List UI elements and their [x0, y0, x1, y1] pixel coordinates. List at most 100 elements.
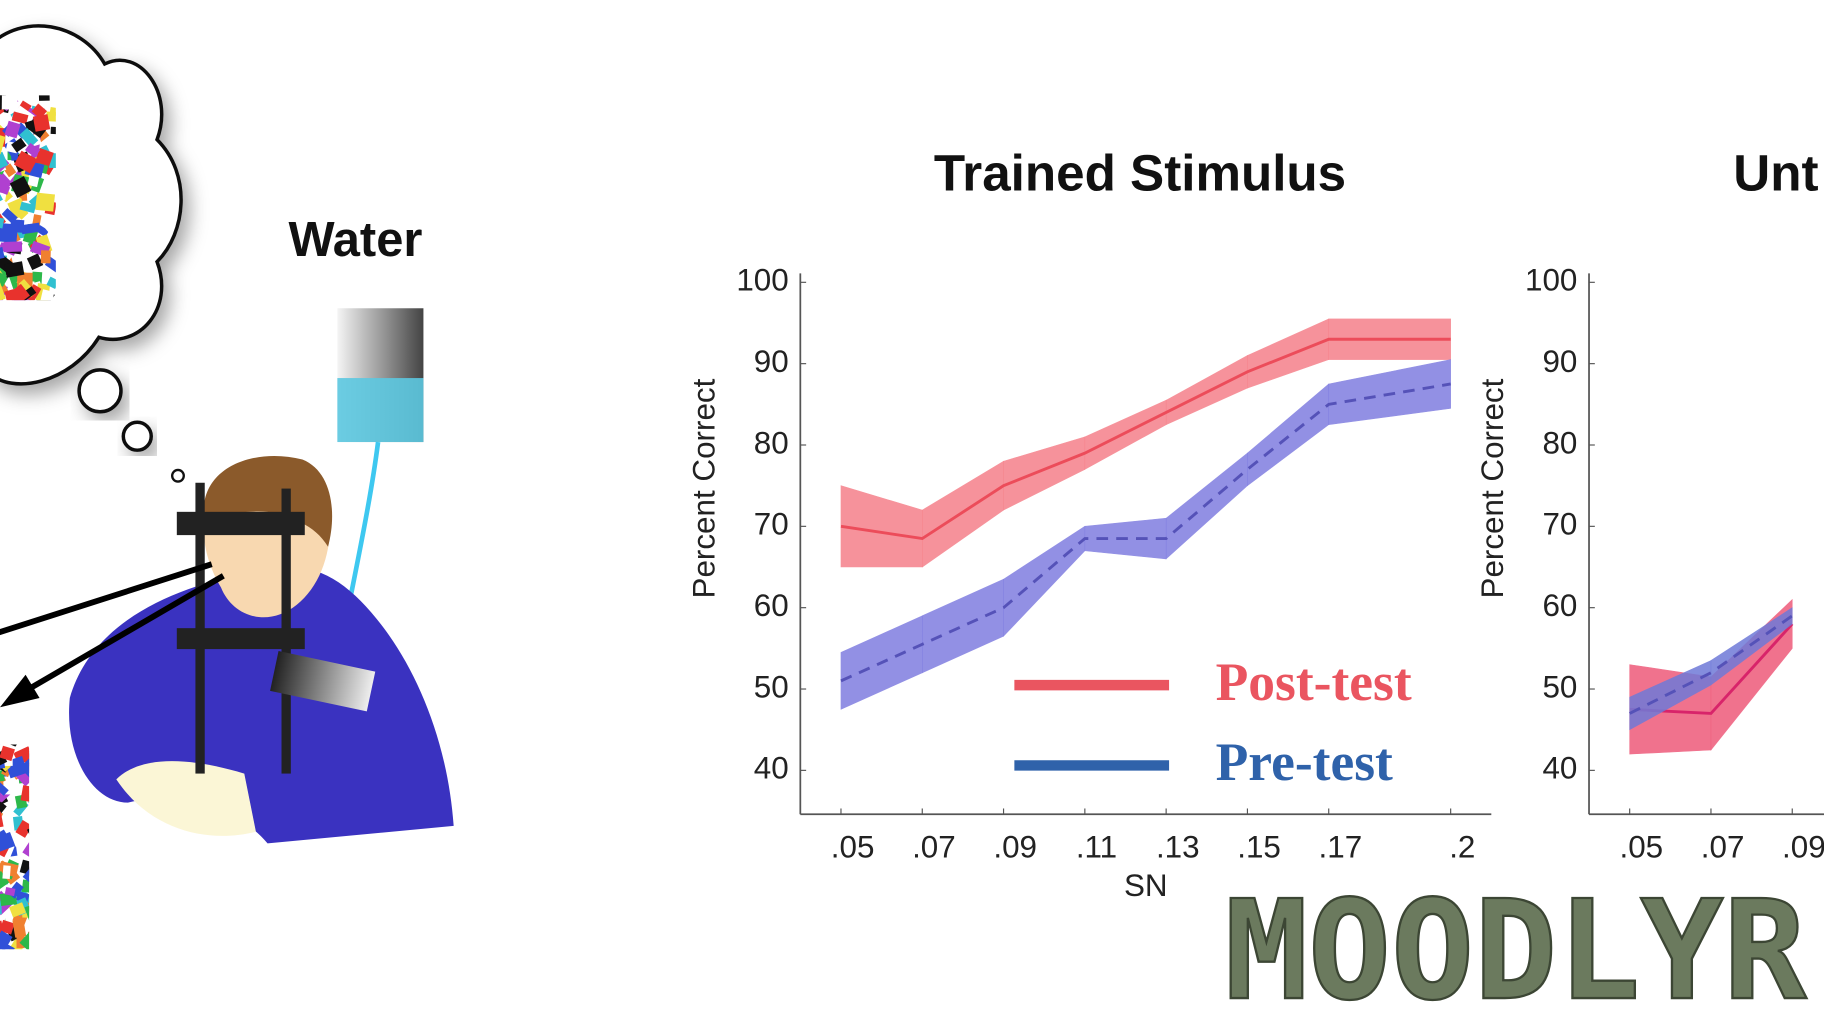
noise-patch [43, 908, 62, 926]
noise-patch [0, 829, 9, 842]
noise-patch [19, 859, 30, 877]
noise-patch [27, 757, 30, 772]
noise-patch [11, 137, 27, 153]
error-band [1247, 383, 1330, 487]
noise-patch [4, 120, 21, 139]
x-tick-label: .13 [1156, 829, 1200, 864]
y-tick-label: 90 [1542, 344, 1577, 379]
legend-label: Pre-test [1216, 732, 1393, 792]
noise-patch [0, 246, 5, 260]
noise-patch [24, 142, 41, 158]
noise-patch [41, 908, 52, 918]
noise-patch [31, 775, 44, 792]
x-tick-label: .15 [1237, 829, 1281, 864]
noise-patch [19, 931, 30, 950]
error-band [1084, 399, 1167, 470]
noise-patch [10, 219, 25, 233]
noise-patch [0, 191, 7, 201]
y-tick-label: 80 [754, 425, 789, 460]
y-axis-label: Percent Correct [1475, 378, 1510, 598]
noise-patch [48, 771, 64, 784]
noise-patch [1, 95, 18, 110]
water [337, 378, 424, 443]
noise-patch [0, 282, 6, 301]
noise-patch [19, 127, 39, 148]
noise-patch [22, 842, 30, 857]
noise-patch [31, 845, 49, 857]
noise-patch [33, 924, 47, 940]
noise-patch [40, 752, 47, 762]
noise-patch [22, 868, 30, 885]
x-tick-label: .07 [912, 829, 956, 864]
hands [116, 761, 256, 836]
chart-title: Trained Stimulus [934, 144, 1346, 201]
noise-patch [41, 895, 64, 918]
noise-patch [0, 272, 9, 287]
noise-patch [37, 906, 52, 920]
noise-patch [33, 856, 44, 875]
noise-patch [31, 945, 43, 962]
noise-patch [32, 781, 55, 803]
y-tick-label: 70 [1542, 507, 1577, 542]
noise-patch [0, 217, 5, 229]
noise-patch [32, 743, 51, 756]
noise-patch [34, 901, 47, 915]
y-tick-label: 60 [754, 588, 789, 623]
noise-patch [0, 831, 16, 853]
error-band [921, 460, 1004, 568]
error-band [1328, 359, 1451, 425]
noise-patch [33, 811, 47, 830]
noise-patch [27, 902, 30, 922]
chinrest [176, 628, 305, 650]
noise-patch [0, 919, 15, 935]
noise-patch [0, 801, 7, 818]
noise-patch [40, 869, 59, 881]
thought-bubble [77, 368, 123, 414]
noise-patch [31, 876, 54, 897]
noise-patch [13, 150, 38, 174]
noise-patch [49, 153, 56, 169]
noise-patch [9, 902, 27, 918]
error-band [840, 485, 923, 568]
y-axis-label: Percent Correct [686, 378, 721, 598]
gaze-arrow [0, 561, 213, 636]
noise-patch [26, 253, 44, 271]
x-tick-label: .05 [1619, 829, 1663, 864]
thought-bubble [171, 468, 185, 483]
noise-patch [34, 816, 55, 835]
noise-patch [24, 904, 30, 923]
headrest-bar [176, 511, 305, 536]
noise-patch [25, 785, 30, 806]
noise-patch [38, 841, 57, 856]
error-band [1003, 436, 1086, 511]
series-line [1629, 614, 1794, 715]
watermark: MOODLYR [1225, 872, 1807, 1026]
error-band [1247, 318, 1330, 389]
y-tick-label: 70 [754, 507, 789, 542]
noise-patch [0, 779, 9, 796]
noise-patch [11, 111, 29, 125]
y-tick-label: 80 [1542, 425, 1577, 460]
noise-patch [45, 819, 64, 834]
noise-stimulus [0, 95, 56, 301]
noise-patch [0, 134, 6, 155]
noise-patch [15, 819, 30, 838]
series-line [840, 382, 1451, 683]
noise-patch [32, 853, 50, 873]
noise-patch [27, 745, 30, 759]
error-band [1710, 607, 1793, 686]
noise-patch [30, 853, 48, 867]
hair [203, 456, 333, 547]
noise-patch [27, 921, 30, 941]
series-line [840, 337, 1451, 541]
y-tick-label: 60 [1542, 588, 1577, 623]
error-band [921, 578, 1004, 674]
noise-patch [52, 785, 64, 797]
error-band [1165, 355, 1248, 426]
noise-patch [12, 919, 27, 938]
y-tick-label: 50 [1542, 669, 1577, 704]
noise-patch [0, 930, 13, 950]
noise-patch [35, 192, 55, 212]
y-tick-label: 40 [754, 751, 789, 786]
